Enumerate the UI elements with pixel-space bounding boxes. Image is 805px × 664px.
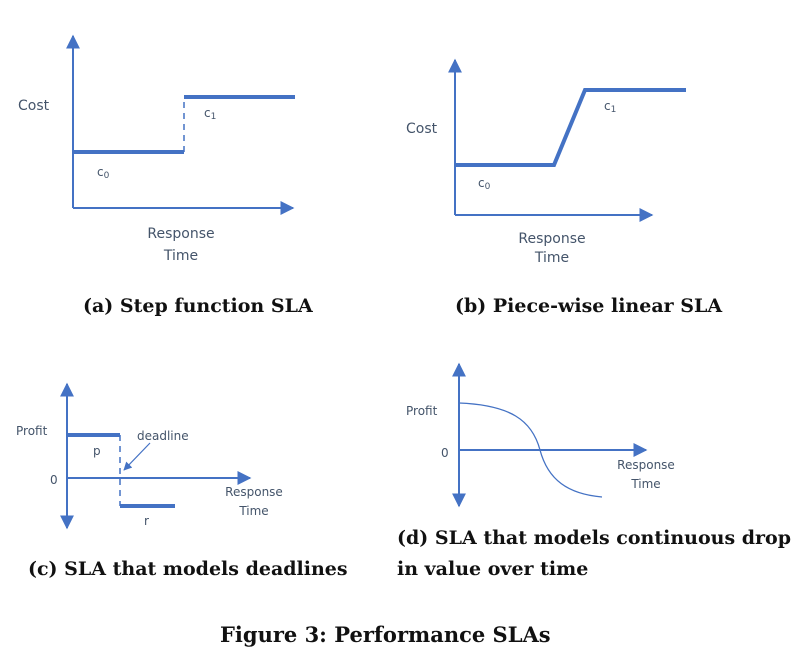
caption-panel-a: (a) Step function SLA [83, 295, 313, 317]
panel-d-x-label-line1: Response [617, 458, 675, 472]
panel-c-x-label-line2: Time [238, 504, 268, 518]
panel-c-deadline-label: deadline [137, 429, 189, 443]
panel-a-x-label-line1: Response [147, 226, 214, 242]
panel-d-x-label-line2: Time [630, 477, 660, 491]
panel-a-x-label-line2: Time [163, 248, 198, 264]
panel-c-x-label-line1: Response [225, 485, 283, 499]
caption-panel-b: (b) Piece-wise linear SLA [455, 295, 723, 317]
panel-a-c1-label: c1 [204, 106, 216, 122]
panel-c-r-label: r [144, 514, 149, 528]
panel-b-c1-label: c1 [604, 99, 616, 115]
caption-panel-d-line2: in value over time [397, 558, 589, 580]
panel-b-x-label-line2: Time [534, 250, 569, 266]
panel-d-continuous-drop: Profit 0 Response Time [406, 362, 675, 508]
figure-caption: Figure 3: Performance SLAs [220, 622, 551, 647]
panel-a-y-label: Cost [18, 98, 50, 114]
panel-c-y-label: Profit [16, 424, 48, 438]
panel-b-c0-label: c0 [478, 176, 491, 192]
panel-d-y-label: Profit [406, 404, 438, 418]
panel-b-y-label: Cost [406, 121, 438, 137]
panel-d-zero-label: 0 [441, 446, 449, 460]
panel-a-step-function: Cost c0 c1 Response Time [18, 34, 295, 264]
caption-panel-d-line1: (d) SLA that models continuous drop [397, 527, 792, 549]
panel-a-c0-label: c0 [97, 165, 110, 181]
panel-c-deadline-pointer [123, 442, 151, 471]
panel-d-profit-curve [458, 402, 603, 498]
panel-b-cost-curve [455, 88, 686, 167]
panel-b-piecewise-linear: Cost c0 c1 Response Time [406, 58, 686, 266]
panel-c-deadline: Profit 0 p r deadline Response Time [16, 382, 283, 530]
panel-c-p-label: p [93, 444, 101, 458]
panel-c-zero-label: 0 [50, 473, 58, 487]
caption-panel-c: (c) SLA that models deadlines [28, 558, 348, 580]
panel-b-x-label-line1: Response [518, 231, 585, 247]
